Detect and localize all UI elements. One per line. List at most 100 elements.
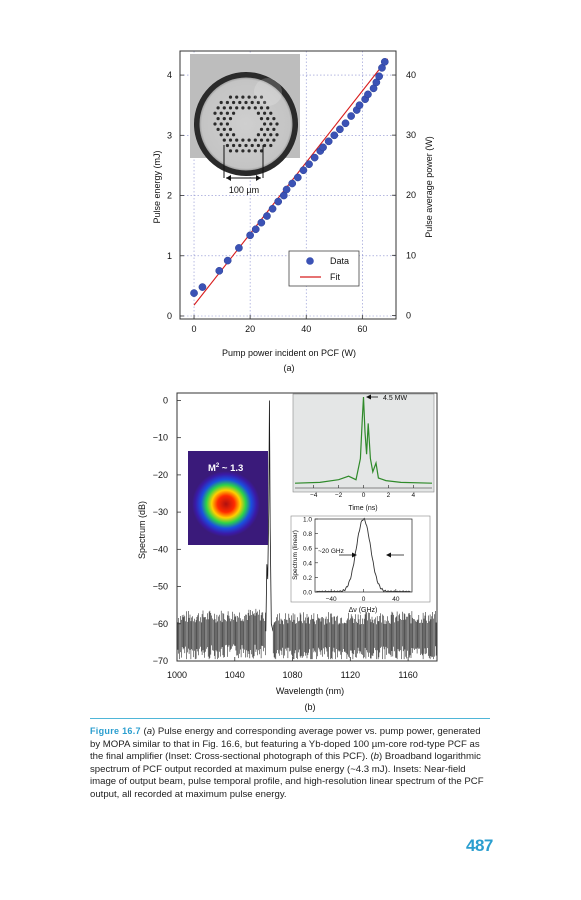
linear-ytick-label-0.4: 0.4 (303, 560, 312, 567)
y2tick-label-10: 10 (406, 250, 416, 260)
air-hole (235, 95, 239, 99)
air-hole (263, 133, 267, 137)
b-ytick-label--40: −40 (153, 544, 168, 554)
y2tick-label-40: 40 (406, 70, 416, 80)
y2tick-label-20: 20 (406, 190, 416, 200)
legend-label-fit: Fit (330, 272, 340, 282)
data-point (246, 231, 254, 240)
air-hole (238, 100, 242, 105)
data-point (347, 112, 355, 120)
temporal-tick-label-4: 4 (412, 492, 416, 499)
data-point (364, 90, 372, 99)
near-field-inset: M2 ~ 1.3 (188, 451, 268, 545)
ytick-label-1: 1 (167, 251, 172, 261)
b-ytick-label--10: −10 (153, 433, 168, 443)
linear-xtick-label--40: −40 (326, 596, 337, 603)
air-hole (259, 149, 264, 153)
peak-annotation: 4.5 MW (383, 395, 408, 402)
chart-a-legend: Data Fit (288, 250, 360, 287)
b-ytick-label-0: 0 (163, 395, 168, 405)
air-hole (235, 138, 239, 142)
data-point (305, 160, 313, 169)
data-point (215, 266, 224, 275)
air-hole (232, 111, 236, 115)
m2-label: M2 ~ 1.3 (208, 463, 243, 474)
xtick-label-40: 40 (301, 324, 311, 334)
air-hole (228, 95, 233, 99)
b-ytick-label--50: −50 (153, 582, 168, 592)
b-xtick-label-1080: 1080 (283, 670, 303, 680)
air-hole (222, 117, 226, 121)
data-point (310, 153, 319, 162)
xtick-label-60: 60 (357, 324, 367, 334)
air-hole (235, 149, 239, 153)
air-hole (235, 106, 239, 110)
data-point (336, 125, 344, 134)
air-hole (228, 117, 233, 121)
air-hole (269, 143, 273, 148)
air-hole (266, 117, 270, 121)
air-hole (275, 133, 279, 137)
linear-ytick-label-0.8: 0.8 (303, 531, 312, 538)
air-hole (228, 127, 233, 131)
linear-ticks: −40 0 40 0.0 0.2 0.4 0.6 0.8 1.0 (303, 517, 400, 604)
scale-bar-label: 100 µm (229, 185, 259, 195)
b-ytick-label--20: −20 (153, 470, 168, 480)
air-hole (232, 100, 236, 105)
air-hole (241, 106, 245, 110)
chart-a-y2label: Pulse average power (W) (424, 136, 434, 238)
linear-spectrum-line (316, 517, 411, 593)
air-hole (247, 95, 251, 99)
air-hole (216, 127, 220, 131)
air-hole (213, 122, 217, 126)
air-hole (222, 106, 226, 110)
air-hole (219, 111, 223, 115)
data-point (330, 131, 339, 140)
xtick-label-20: 20 (245, 324, 255, 334)
air-hole (272, 127, 276, 131)
air-hole (275, 122, 279, 126)
temporal-tick-label-0: 0 (362, 492, 366, 499)
fwhm-annotation: ~20 GHz (318, 548, 344, 555)
air-hole (256, 111, 260, 115)
data-point (355, 101, 364, 110)
air-hole (259, 95, 264, 99)
pcf-cross-section-photo: 100 µm (190, 54, 300, 195)
chart-b-ticks: 1000 1040 1080 1120 11600−10−20−30−40−50−60−… (153, 395, 418, 680)
page-number: 487 (466, 836, 493, 855)
ytick-label-3: 3 (167, 130, 172, 140)
chart-b-xlabel: Wavelength (nm) (276, 686, 344, 696)
air-hole (253, 106, 257, 110)
b-ytick-label--60: −60 (153, 619, 168, 629)
data-point (263, 212, 271, 220)
linear-xtick-label-0: 0 (362, 596, 366, 603)
air-hole (244, 100, 248, 105)
air-hole (250, 143, 254, 148)
air-hole (259, 138, 264, 142)
air-hole (247, 149, 251, 153)
temporal-profile-line (294, 396, 433, 484)
temporal-trace (294, 396, 433, 484)
air-hole (222, 127, 226, 131)
chart-a-ylabel: Pulse energy (mJ) (152, 150, 162, 223)
data-point (235, 244, 243, 252)
air-hole (256, 143, 260, 148)
figure-caption: Figure 16.7 (a) Pulse energy and corresp… (90, 718, 490, 802)
air-hole (222, 138, 226, 142)
temporal-tick-label-2: 2 (387, 492, 391, 499)
air-hole (232, 143, 236, 148)
noise-floor (176, 608, 438, 660)
data-point (274, 197, 283, 206)
b-ytick-label--70: −70 (153, 656, 168, 666)
panel-b-label: (b) (305, 702, 316, 712)
air-hole (253, 95, 257, 99)
air-hole (263, 100, 267, 105)
xtick-label-0: 0 (192, 324, 197, 334)
air-hole (225, 122, 229, 126)
data-point (324, 137, 333, 146)
b-xtick-label-1000: 1000 (167, 670, 187, 680)
air-hole (263, 143, 267, 148)
air-hole (238, 143, 242, 148)
air-hole (225, 100, 229, 105)
